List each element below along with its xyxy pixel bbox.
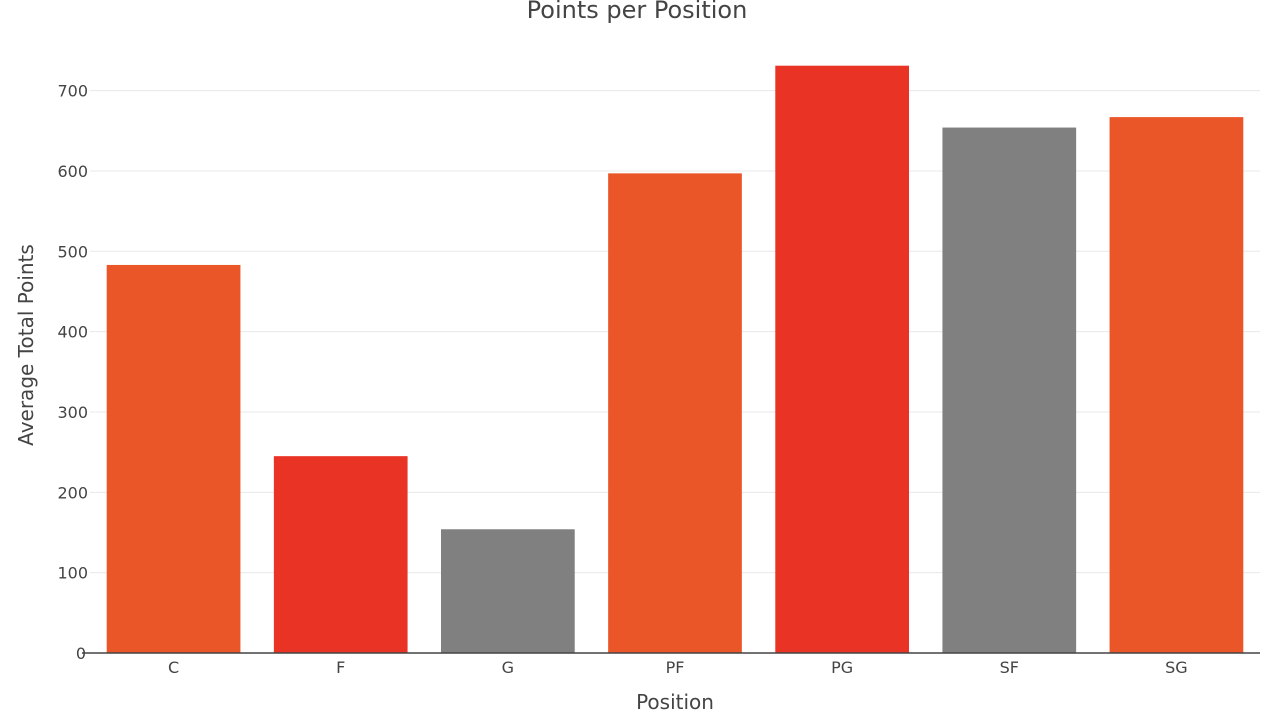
bars: [106, 65, 1244, 653]
y-tick-label: 400: [57, 323, 88, 342]
chart-title: Points per Position: [527, 0, 748, 24]
y-axis-title: Average Total Points: [14, 244, 38, 446]
x-tick-labels: C F G PF PG SF SG: [168, 658, 1188, 677]
y-tick-label: 600: [57, 162, 88, 181]
bar-pg[interactable]: [775, 65, 909, 653]
x-tick-label: PG: [831, 658, 853, 677]
x-tick-label: SG: [1165, 658, 1188, 677]
y-tick-label: 500: [57, 242, 88, 261]
bar-sf[interactable]: [942, 127, 1077, 653]
y-tick-labels: 0 100 200 300 400 500 600 700: [57, 82, 88, 663]
y-tick-label: 700: [57, 82, 88, 101]
y-tick-label: 200: [57, 483, 88, 502]
y-tick-label: 0: [76, 644, 86, 663]
y-tick-label: 300: [57, 403, 88, 422]
x-axis-title: Position: [636, 690, 714, 711]
bar-f[interactable]: [273, 456, 408, 653]
bar-pf[interactable]: [608, 173, 742, 653]
x-tick-label: PF: [666, 658, 685, 677]
y-tick-label: 100: [57, 564, 88, 583]
x-tick-label: F: [336, 658, 345, 677]
bar-g[interactable]: [441, 529, 575, 653]
bar-c[interactable]: [106, 264, 241, 653]
x-tick-label: SF: [1000, 658, 1019, 677]
x-tick-label: G: [502, 658, 514, 677]
x-tick-label: C: [168, 658, 179, 677]
bar-sg[interactable]: [1109, 117, 1244, 653]
